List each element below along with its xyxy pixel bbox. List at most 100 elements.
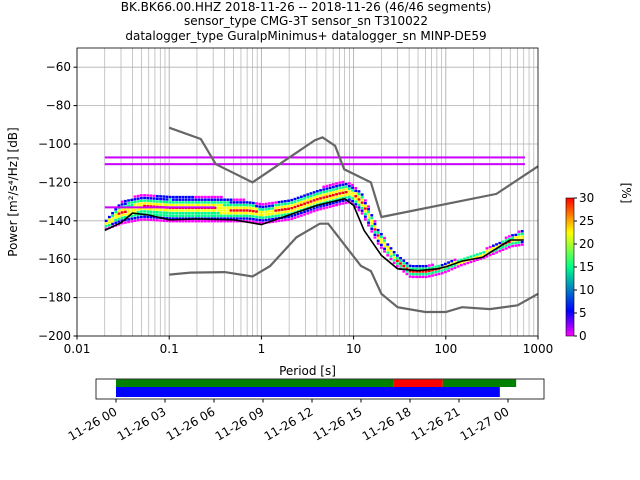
density-cell [514,236,518,239]
density-cell [203,211,207,215]
density-cell [245,206,249,209]
density-cell [472,259,476,263]
density-cell [341,194,345,197]
density-cell [235,214,239,218]
y-tick-label: −80 [46,99,71,113]
density-cell [296,212,300,216]
density-cell [335,187,338,191]
density-cell [255,202,258,205]
outlier-cell [179,163,183,166]
density-cell [325,203,329,206]
outlier-cell [125,156,129,159]
density-cell [152,213,156,216]
outlier-cell [261,163,264,166]
outlier-cell [116,163,120,166]
density-cell [114,218,118,222]
density-cell [341,188,345,192]
density-cell [133,198,137,201]
density-cell [143,207,146,210]
density-cell [127,207,130,210]
density-cell [363,212,367,216]
timeline-tick-label: 11-26 03 [115,404,169,443]
outlier-cell [391,156,395,159]
outlier-cell [513,163,516,166]
density-cell [219,203,223,207]
density-cell [274,214,278,218]
density-cell [143,215,146,218]
outlier-cell [398,163,402,166]
density-cell [181,220,185,223]
x-tick-label: 1 [258,342,266,356]
density-cell [344,190,348,194]
outlier-cell [389,156,393,159]
density-cell [165,200,169,204]
density-cell [111,217,114,220]
density-cell [159,208,162,211]
density-cell [197,198,201,201]
outlier-cell [256,156,260,159]
outlier-cell [172,163,176,166]
density-cell [325,195,329,198]
outlier-cell [328,163,332,166]
density-cell [287,199,290,202]
density-cell [207,209,210,212]
density-cell [319,194,322,197]
density-cell [322,196,326,199]
density-cell [376,231,380,234]
density-cell [267,212,271,216]
outlier-cell [450,156,453,159]
outlier-cell [424,163,428,166]
outlier-cell [184,156,187,159]
density-cell [383,242,386,245]
density-cell [383,247,386,250]
density-cell [328,200,332,203]
density-cell [120,222,124,225]
outlier-cell [132,206,136,209]
density-cell [338,197,342,201]
density-cell [120,219,124,222]
density-cell [402,262,406,265]
density-cell [280,208,284,211]
density-cell [328,194,332,198]
density-cell [399,264,402,268]
outlier-cell [489,156,493,159]
density-cell [357,209,361,212]
density-cell [232,211,236,215]
density-cell [216,214,220,218]
density-cell [363,199,367,202]
density-cell [226,217,230,220]
density-cell [456,259,460,263]
density-cell [351,194,354,197]
density-cell [223,211,226,215]
density-cell [363,204,367,208]
density-cell [459,258,463,261]
density-cell [357,206,361,209]
density-cell [219,206,223,209]
density-cell [296,204,300,208]
density-cell [517,235,521,239]
y-tick-label: −120 [38,175,71,189]
outlier-cell [466,156,470,159]
density-cell [322,188,326,191]
density-cell [165,195,169,198]
density-cell [277,211,281,215]
outlier-cell [149,156,152,159]
density-cell [165,214,169,217]
density-cell [373,220,377,223]
density-cell [373,225,377,228]
outlier-cell [366,163,369,166]
density-cell [187,195,191,199]
density-cell [507,237,511,241]
density-cell [213,198,217,201]
outlier-cell [335,163,339,166]
outlier-cell [123,206,127,209]
outlier-cell [249,163,253,166]
outlier-cell [128,163,131,166]
density-cell [347,182,351,185]
density-cell [299,200,303,204]
density-cell [235,198,239,201]
density-cell [405,270,409,273]
density-cell [427,275,431,278]
outlier-cell [200,206,204,209]
